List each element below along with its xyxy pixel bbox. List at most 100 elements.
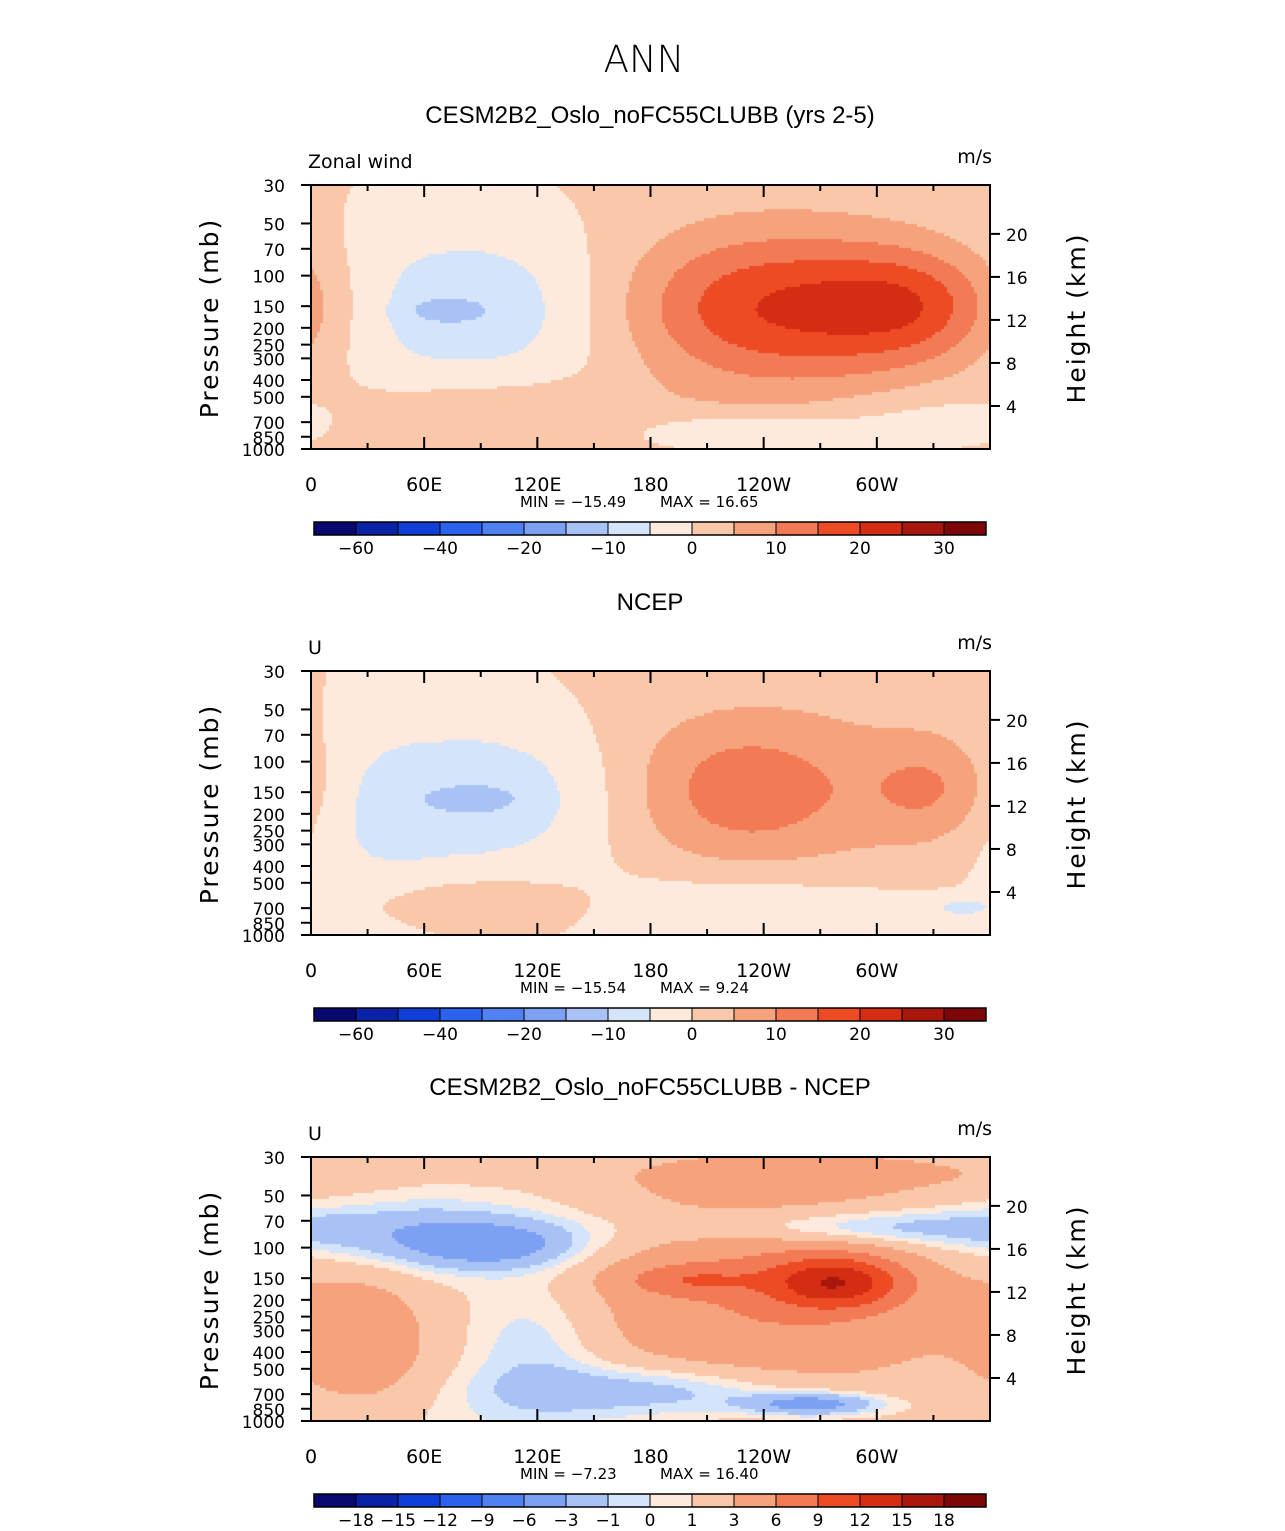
y-tick-label: 500	[253, 875, 285, 895]
y-tick-label: 400	[253, 1344, 285, 1364]
colorbar-swatch	[314, 1494, 357, 1507]
colorbar-swatch	[860, 522, 903, 535]
x-tick-label: 120W	[736, 1446, 791, 1468]
colorbar-swatch	[524, 1008, 567, 1021]
colorbar-swatch	[482, 1494, 525, 1507]
colorbar-swatch	[776, 1494, 819, 1507]
panel-left-label: Zonal wind	[308, 151, 413, 173]
colorbar-label: −3	[553, 1511, 578, 1531]
colorbar-swatch	[608, 522, 651, 535]
x-tick-label: 60E	[406, 960, 442, 982]
colorbar-label: −40	[422, 1025, 458, 1045]
colorbar-swatch	[314, 522, 357, 535]
figure-title: ANN	[604, 38, 685, 81]
panel-units: m/s	[957, 146, 992, 168]
colorbar-swatch	[440, 522, 483, 535]
x-tick-label: 0	[305, 1446, 317, 1468]
y-tick-label: 400	[253, 858, 285, 878]
x-tick-label: 180	[632, 1446, 668, 1468]
colorbar-swatch	[524, 522, 567, 535]
colorbar-swatch	[860, 1494, 903, 1507]
colorbar-label: −12	[422, 1511, 458, 1531]
colorbar-label: 3	[729, 1511, 740, 1531]
colorbar-label: −40	[422, 539, 458, 559]
y-tick-label: 200	[253, 806, 285, 826]
y-tick-label: 150	[253, 784, 285, 804]
colorbar-swatch	[440, 1494, 483, 1507]
colorbar-swatch	[608, 1008, 651, 1021]
y-right-tick-label: 16	[1006, 1241, 1028, 1261]
colorbar-swatch	[776, 1008, 819, 1021]
colorbar-swatch	[524, 1494, 567, 1507]
min-label: MIN = −15.54	[520, 979, 626, 997]
y-tick-label: 70	[263, 1213, 285, 1233]
colorbar-swatch	[734, 1008, 777, 1021]
colorbar-swatch	[398, 1494, 441, 1507]
y-tick-label: 1000	[242, 927, 285, 947]
min-label: MIN = −15.49	[520, 493, 626, 511]
colorbar-label: 18	[933, 1511, 955, 1531]
colorbar-swatch	[902, 1494, 945, 1507]
panel-units: m/s	[957, 1118, 992, 1140]
colorbar-swatch	[608, 1494, 651, 1507]
x-tick-label: 120W	[736, 474, 791, 496]
colorbar-swatch	[650, 1494, 693, 1507]
panel-diff: CESM2B2_Oslo_noFC55CLUBB - NCEP U m/s Pr…	[195, 1074, 1091, 1531]
y-axis-label-left: Pressure (mb)	[195, 218, 224, 418]
y-right-tick-label: 4	[1006, 884, 1017, 904]
x-tick-label: 60E	[406, 474, 442, 496]
colorbar-swatch	[818, 522, 861, 535]
y-tick-label: 700	[253, 1386, 285, 1406]
colorbar-swatch	[734, 1494, 777, 1507]
y-tick-label: 100	[253, 1240, 285, 1260]
panel-obs: NCEP U m/s Pressure (mb) Height (km) MIN…	[195, 589, 1091, 1045]
y-tick-label: 400	[253, 372, 285, 392]
y-right-tick-label: 8	[1006, 1327, 1017, 1347]
colorbar-swatch	[314, 1008, 357, 1021]
y-tick-label: 200	[253, 1292, 285, 1312]
y-tick-label: 50	[263, 1187, 285, 1207]
x-tick-label: 60W	[855, 1446, 898, 1468]
y-tick-label: 70	[263, 727, 285, 747]
colorbar-label: 20	[849, 1025, 871, 1045]
colorbar-label: 10	[765, 539, 787, 559]
y-tick-label: 300	[253, 1322, 285, 1342]
y-tick-label: 100	[253, 754, 285, 774]
colorbar-label: 1	[687, 1511, 698, 1531]
colorbar-swatch	[650, 1008, 693, 1021]
y-tick-label: 150	[253, 298, 285, 318]
colorbar-label: −15	[380, 1511, 416, 1531]
y-right-tick-label: 8	[1006, 841, 1017, 861]
colorbar-label: 0	[687, 1025, 698, 1045]
colorbar-swatch	[356, 1008, 399, 1021]
colorbar-swatch	[944, 522, 987, 535]
y-right-tick-label: 12	[1006, 312, 1028, 332]
y-right-tick-label: 12	[1006, 1284, 1028, 1304]
x-tick-label: 0	[305, 960, 317, 982]
y-tick-label: 70	[263, 241, 285, 261]
y-tick-label: 250	[253, 1309, 285, 1329]
y-tick-label: 100	[253, 268, 285, 288]
colorbar-label: −20	[506, 539, 542, 559]
panel-units: m/s	[957, 632, 992, 654]
y-tick-label: 250	[253, 823, 285, 843]
x-tick-label: 120E	[513, 960, 561, 982]
y-axis-label-left: Pressure (mb)	[195, 704, 224, 904]
colorbar-swatch	[566, 1008, 609, 1021]
colorbar-label: −10	[590, 539, 626, 559]
panel-left-label: U	[308, 637, 322, 659]
colorbar-label: −18	[338, 1511, 374, 1531]
x-tick-label: 180	[632, 474, 668, 496]
colorbar-label: 9	[813, 1511, 824, 1531]
y-tick-label: 200	[253, 320, 285, 340]
colorbar-label: −20	[506, 1025, 542, 1045]
colorbar-swatch	[944, 1494, 987, 1507]
colorbar-swatch	[566, 522, 609, 535]
contour-field	[311, 185, 990, 449]
colorbar-label: −10	[590, 1025, 626, 1045]
x-tick-label: 60E	[406, 1446, 442, 1468]
colorbar-label: 10	[765, 1025, 787, 1045]
colorbar-swatch	[818, 1494, 861, 1507]
y-tick-label: 700	[253, 900, 285, 920]
